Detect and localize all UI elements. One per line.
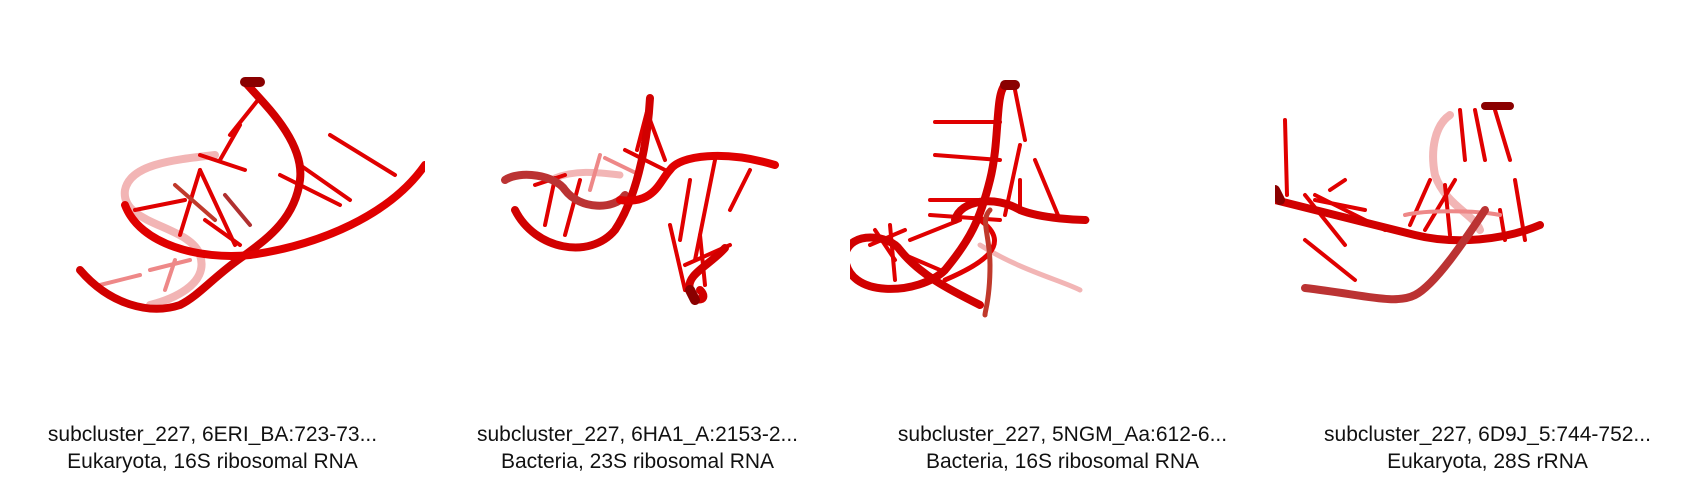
structure-subtitle-1: Eukaryota, 16S ribosomal RNA [67, 450, 358, 473]
rna-structure-image-4 [1275, 102, 1544, 304]
structure-label-2: subcluster_227, 6HA1_A:2153-2... [476, 423, 799, 446]
structure-subtitle-2: Bacteria, 23S ribosomal RNA [500, 450, 775, 473]
structure-subtitle-4: Eukaryota, 28S rRNA [1387, 450, 1588, 473]
rna-structure-image-2 [501, 94, 779, 305]
structure-panel-4: subcluster_227, 6D9J_5:744-752... Eukary… [1275, 0, 1700, 480]
structure-label-3: subcluster_227, 5NGM_Aa:612-6... [897, 423, 1228, 446]
structure-panel-2: subcluster_227, 6HA1_A:2153-2... Bacteri… [425, 0, 850, 480]
rna-structure-image-3 [850, 80, 1090, 318]
structure-subtitle-3: Bacteria, 16S ribosomal RNA [925, 450, 1200, 473]
structure-label-1: subcluster_227, 6ERI_BA:723-73... [47, 423, 378, 446]
structure-panel-1: subcluster_227, 6ERI_BA:723-73... Eukary… [0, 0, 425, 480]
structure-label-4: subcluster_227, 6D9J_5:744-752... [1324, 423, 1651, 446]
rna-structure-image-1 [76, 77, 425, 313]
structure-panel-3: subcluster_227, 5NGM_Aa:612-6... Bacteri… [850, 0, 1275, 480]
